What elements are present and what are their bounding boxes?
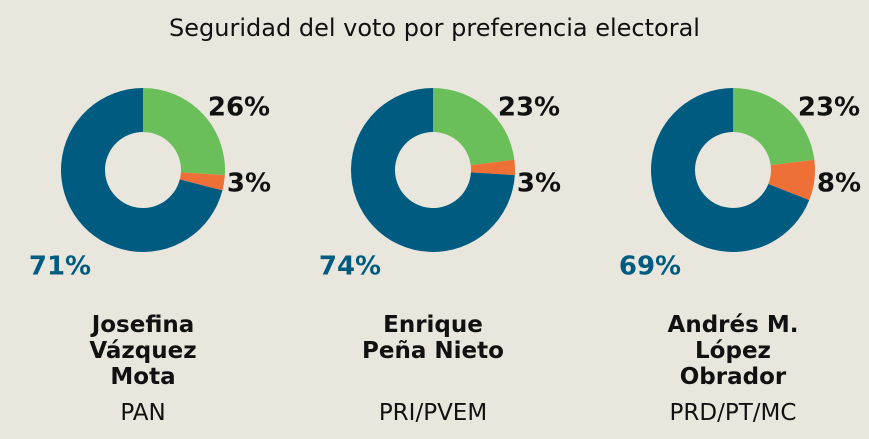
candidate-name: Enrique Peña Nieto	[362, 312, 504, 364]
candidate-name: Josefina Vázquez Mota	[89, 312, 197, 390]
value-label: 23%	[798, 93, 860, 123]
party-name: PRD/PT/MC	[669, 400, 797, 426]
donut-slice	[651, 88, 810, 252]
value-label: 26%	[208, 93, 270, 123]
donut-slice	[143, 88, 225, 176]
party-name: PRI/PVEM	[378, 400, 488, 426]
value-label: 3%	[517, 169, 561, 199]
value-label: 8%	[817, 169, 861, 199]
donut-slice	[60, 88, 223, 252]
donut-slice	[470, 159, 515, 176]
candidate-name: Andrés M. López Obrador	[667, 312, 799, 390]
value-label: 71%	[29, 252, 91, 282]
donut-slice	[733, 88, 815, 166]
donut-slice	[768, 159, 815, 201]
donut-slice	[351, 88, 515, 252]
chart-title: Seguridad del voto por preferencia elect…	[169, 14, 700, 42]
donut-slice	[179, 172, 225, 191]
value-label: 69%	[619, 252, 681, 282]
value-label: 74%	[319, 252, 381, 282]
party-name: PAN	[120, 400, 166, 426]
value-label: 23%	[498, 93, 560, 123]
donut-slice	[433, 88, 515, 166]
value-label: 3%	[227, 169, 271, 199]
